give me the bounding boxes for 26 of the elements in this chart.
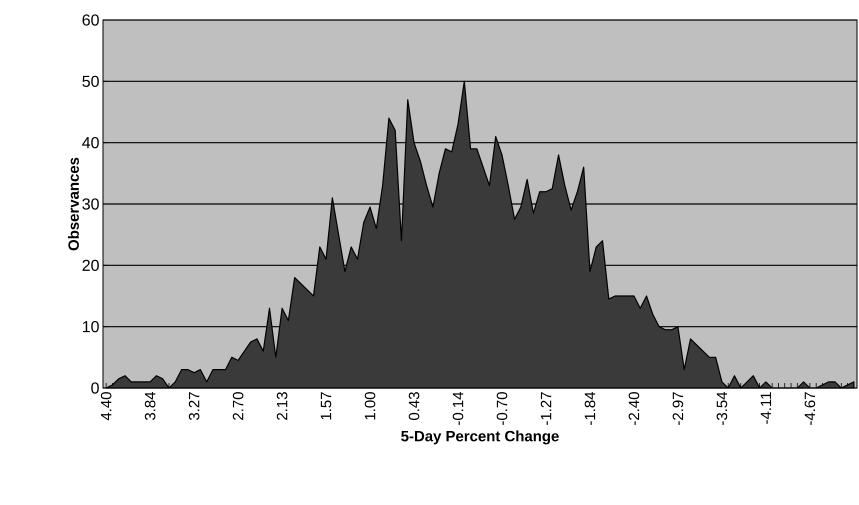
x-tick-label: 2.70 — [232, 392, 244, 420]
x-tick-label: -4.67 — [804, 392, 816, 425]
x-tick-label: -0.70 — [496, 392, 508, 425]
x-tick-label: -2.40 — [628, 392, 640, 425]
x-tick-label: -2.97 — [672, 392, 684, 425]
y-tick-label: 50 — [82, 76, 99, 87]
x-tick-label: -1.84 — [584, 392, 596, 425]
x-tick-label: 4.40 — [100, 392, 112, 420]
y-axis-title: Observances — [68, 158, 79, 250]
x-tick-label: 3.27 — [188, 392, 200, 420]
y-tick-label: 60 — [82, 14, 99, 26]
x-tick-label: 1.57 — [320, 392, 332, 420]
y-tick-label: 40 — [82, 137, 99, 148]
y-tick-label: 10 — [82, 321, 99, 332]
x-tick-label: -0.14 — [452, 392, 464, 425]
x-tick-label: -4.11 — [760, 392, 772, 424]
x-axis-title: 5-Day Percent Change — [401, 430, 559, 444]
x-tick-label: -3.54 — [716, 392, 728, 425]
x-tick-label: 1.00 — [364, 392, 376, 420]
y-tick-label: 0 — [91, 382, 99, 394]
x-tick-label: 2.13 — [276, 392, 288, 420]
x-tick-label: 0.43 — [408, 392, 420, 420]
x-tick-label: -1.27 — [540, 392, 552, 425]
y-tick-label: 30 — [82, 198, 99, 210]
x-tick-label: 3.84 — [144, 392, 156, 420]
y-tick-label: 20 — [82, 260, 99, 271]
